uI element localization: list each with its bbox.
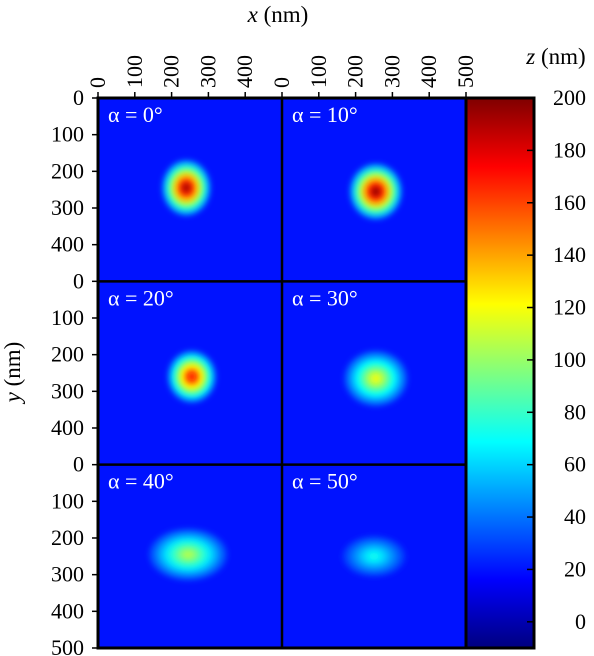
afm-panel xyxy=(282,281,466,465)
panel-label: α = 10° xyxy=(292,102,358,127)
y-axis-title: y (nm) xyxy=(0,342,25,405)
x-ticks-layer: 0 100 200 300 400 0 100 200 300 400 500 xyxy=(85,55,478,98)
x-tick-label: 500 xyxy=(453,55,478,88)
y-tick-label: 200 xyxy=(51,158,84,183)
colorbar-tick-label: 0 xyxy=(575,609,586,634)
panel-label: α = 20° xyxy=(108,285,174,310)
y-tick-label: 400 xyxy=(51,415,84,440)
particle-contour xyxy=(187,372,196,381)
colorbar-tick-label: 60 xyxy=(564,452,586,477)
x-tick-label: 100 xyxy=(122,55,147,88)
y-tick-label: 500 xyxy=(51,635,84,656)
y-tick-label: 0 xyxy=(73,85,84,110)
colorbar-tick-label: 20 xyxy=(564,556,586,581)
x-tick-label: 400 xyxy=(232,55,257,88)
colorbar-tick-label: 180 xyxy=(553,137,586,162)
panel-label: α = 0° xyxy=(108,102,163,127)
x-tick-label: 200 xyxy=(159,55,184,88)
y-tick-label: 100 xyxy=(51,305,84,330)
y-tick-label: 300 xyxy=(51,378,84,403)
particle-contour xyxy=(370,373,382,384)
y-tick-label: 200 xyxy=(51,342,84,367)
y-tick-label: 300 xyxy=(51,195,84,220)
x-tick-label: 200 xyxy=(343,55,368,88)
colorbar-title: z (nm) xyxy=(525,44,585,69)
panels-layer: α = 0° α = 10° α = 20° α = 30° α = 40° α = 50… xyxy=(98,98,466,648)
panel-label: α = 40° xyxy=(108,469,174,494)
x-tick-label: 300 xyxy=(195,55,220,88)
colorbar-tick-label: 80 xyxy=(564,399,586,424)
x-tick-label: 0 xyxy=(269,77,294,88)
panel-label: α = 50° xyxy=(292,469,358,494)
particle-contour xyxy=(371,186,381,197)
colorbar-tick-label: 40 xyxy=(564,504,586,529)
x-tick-label: 100 xyxy=(306,55,331,88)
colorbar-tick-label: 120 xyxy=(553,295,586,320)
x-tick-label: 400 xyxy=(416,55,441,88)
y-tick-label: 100 xyxy=(51,488,84,513)
colorbar-tick-label: 100 xyxy=(553,347,586,372)
y-tick-label: 300 xyxy=(51,562,84,587)
colorbar-tick-label: 140 xyxy=(553,242,586,267)
colorbar-tick-label: 160 xyxy=(553,190,586,215)
y-tick-label: 400 xyxy=(51,598,84,623)
afm-panel xyxy=(282,98,466,282)
x-tick-label: 300 xyxy=(379,55,404,88)
y-tick-label: 0 xyxy=(73,268,84,293)
y-tick-label: 200 xyxy=(51,525,84,550)
afm-panel xyxy=(98,464,282,648)
colorbar-gradient xyxy=(466,98,534,648)
y-tick-label: 100 xyxy=(51,122,84,147)
x-axis-title: x (nm) xyxy=(247,2,309,27)
colorbar-tick-label: 200 xyxy=(553,85,586,110)
y-tick-label: 0 xyxy=(73,452,84,477)
particle-contour xyxy=(368,552,380,560)
afm-panel xyxy=(98,281,282,465)
y-tick-label: 400 xyxy=(51,232,84,257)
panel-label: α = 30° xyxy=(292,285,358,310)
x-tick-label: 0 xyxy=(85,77,110,88)
particle-contour xyxy=(181,550,195,559)
afm-panel xyxy=(98,98,282,282)
afm-panel xyxy=(282,464,466,648)
particle-contour xyxy=(182,183,191,193)
y-ticks-layer: 0 100 200 300 400 0 100 200 300 400 0 100 200 300 400 5… xyxy=(51,85,98,656)
grid-frame xyxy=(96,96,468,650)
